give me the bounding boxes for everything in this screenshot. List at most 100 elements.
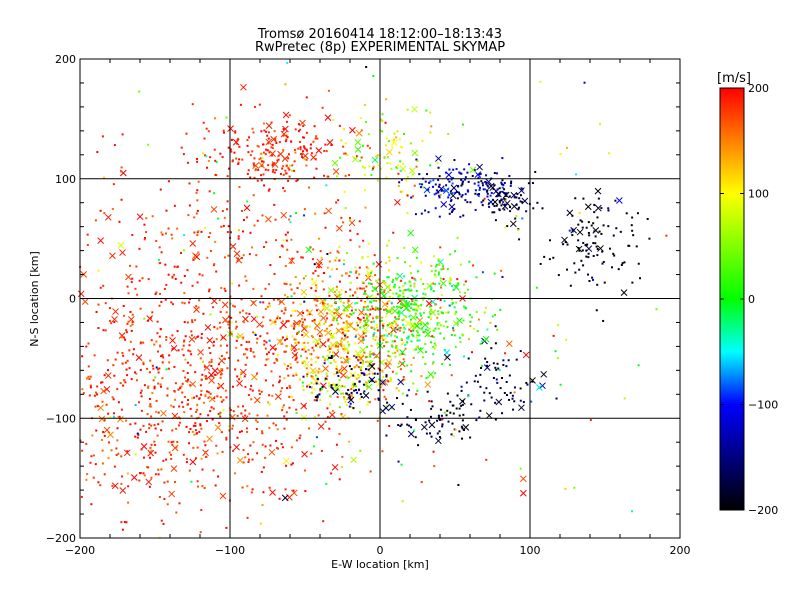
data-point (305, 149, 308, 152)
data-point (227, 254, 230, 257)
data-point (587, 273, 590, 276)
data-point (398, 312, 401, 315)
data-point (463, 168, 466, 171)
data-point (428, 181, 431, 184)
data-point (370, 321, 373, 324)
data-point (354, 292, 357, 295)
data-point (409, 284, 412, 287)
data-point (427, 188, 430, 191)
data-point (406, 364, 409, 367)
data-point-x-marker (189, 380, 197, 388)
data-point-x-marker (281, 494, 289, 502)
data-point (289, 362, 292, 365)
data-point-x-marker (301, 450, 308, 458)
data-point (183, 234, 186, 237)
data-point-x-marker (494, 190, 502, 198)
data-point (289, 221, 292, 224)
data-point (375, 355, 378, 358)
data-point (515, 215, 518, 218)
data-point (310, 381, 313, 384)
data-point (557, 274, 560, 277)
data-point-x-marker (188, 335, 196, 343)
data-point-x-marker (352, 155, 359, 163)
data-point (200, 336, 203, 339)
data-point (249, 176, 252, 179)
data-point (445, 311, 448, 314)
data-point (344, 152, 347, 155)
data-point (302, 145, 305, 148)
data-point (386, 302, 389, 305)
data-point (493, 272, 496, 275)
data-point (366, 276, 369, 279)
data-point (361, 340, 364, 343)
data-point (286, 387, 289, 390)
data-point (443, 189, 446, 192)
data-point (388, 323, 391, 326)
data-point (366, 355, 369, 358)
data-point (348, 274, 351, 277)
data-point (364, 290, 367, 293)
data-point (325, 150, 328, 153)
data-point (327, 339, 330, 342)
data-point (125, 329, 128, 332)
data-point (379, 167, 382, 170)
data-point (323, 307, 326, 310)
y-tick-label: −100 (46, 412, 76, 425)
data-point (359, 287, 362, 290)
data-point (468, 163, 471, 166)
data-point (195, 395, 198, 398)
data-point (456, 197, 459, 200)
data-point (467, 395, 470, 398)
data-point-x-marker (529, 377, 536, 384)
data-point (212, 340, 215, 343)
data-point (437, 313, 440, 316)
data-point (368, 165, 371, 168)
data-point (479, 373, 482, 376)
data-point (116, 427, 119, 430)
data-point (348, 174, 351, 177)
data-point (335, 319, 338, 322)
data-point (297, 341, 300, 344)
data-point-x-marker (210, 297, 218, 305)
data-point (337, 348, 340, 351)
data-point (413, 285, 416, 288)
data-point (223, 216, 226, 219)
data-point (428, 419, 431, 422)
data-point (362, 383, 365, 386)
data-point (212, 306, 215, 309)
colorbar-label: [m/s] (717, 71, 751, 86)
data-point (196, 480, 199, 483)
data-point (460, 404, 463, 407)
data-point (360, 287, 363, 290)
data-point (232, 449, 235, 452)
data-point (571, 214, 574, 217)
data-point (456, 323, 459, 326)
data-point (341, 274, 344, 277)
data-point (156, 332, 159, 335)
data-point-x-marker (221, 301, 229, 309)
data-point (599, 123, 602, 126)
data-point (475, 311, 478, 314)
data-point (214, 117, 217, 120)
data-point (395, 166, 398, 169)
data-point (193, 231, 196, 234)
data-point (402, 323, 405, 326)
data-point (318, 237, 321, 240)
data-point (434, 372, 437, 375)
data-point (281, 320, 284, 323)
data-point (201, 485, 204, 488)
data-point (285, 320, 288, 323)
data-point (259, 301, 262, 304)
data-point (615, 227, 618, 230)
data-point (508, 398, 511, 401)
data-point (415, 289, 418, 292)
data-point (254, 168, 257, 171)
data-point (148, 397, 151, 400)
data-point (214, 484, 217, 487)
data-point (381, 450, 384, 453)
data-point (481, 182, 484, 185)
data-point (430, 400, 433, 403)
data-point (350, 309, 353, 312)
data-point (465, 381, 468, 384)
data-point (336, 288, 339, 291)
